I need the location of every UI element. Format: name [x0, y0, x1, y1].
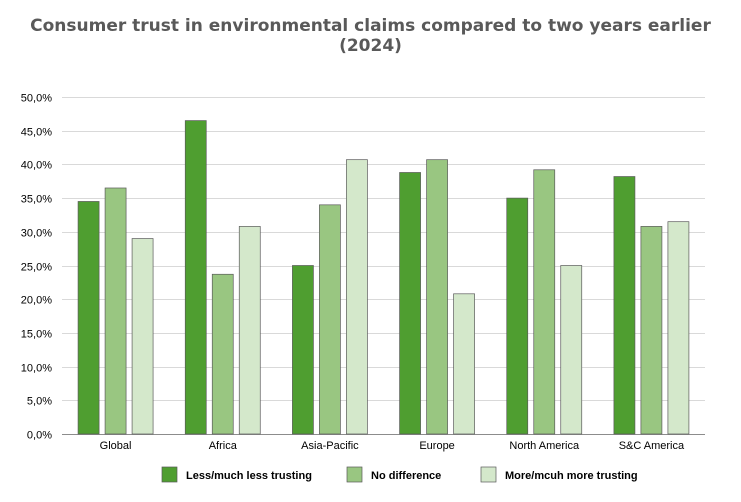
- y-tick-label: 35,0%: [21, 194, 52, 206]
- chart-title: Consumer trust in environmental claims c…: [30, 16, 711, 56]
- y-tick-label: 5,0%: [27, 396, 52, 408]
- bar: [238, 226, 261, 435]
- x-category-label: Europe: [419, 440, 454, 452]
- bar: [453, 293, 475, 435]
- x-category-label: S&C America: [619, 440, 685, 452]
- bar: [211, 273, 234, 435]
- y-tick-label: 20,0%: [21, 295, 52, 307]
- bar: [77, 201, 100, 435]
- y-tick-label: 10,0%: [21, 363, 52, 375]
- legend: Less/much less trusting No difference More…: [161, 466, 638, 483]
- x-category-label: North America: [509, 440, 580, 452]
- x-axis-categories: Global Africa Asia-Pacific Europe North Amer…: [100, 440, 685, 452]
- x-category-label: Global: [100, 440, 132, 452]
- y-tick-label: 45,0%: [21, 127, 52, 139]
- bar: [640, 226, 663, 435]
- legend-label: Less/much less trusting: [186, 470, 312, 482]
- x-category-label: Africa: [209, 440, 238, 452]
- y-tick-label: 15,0%: [21, 329, 52, 341]
- bar: [346, 159, 368, 435]
- bar: [533, 169, 556, 435]
- y-tick-label: 0,0%: [27, 430, 52, 442]
- y-tick-label: 50,0%: [21, 93, 52, 105]
- bar: [426, 159, 448, 435]
- bar: [319, 204, 341, 435]
- bar: [667, 221, 690, 435]
- legend-label: More/mcuh more trusting: [505, 470, 638, 482]
- legend-swatch: [480, 466, 497, 483]
- bar: [506, 197, 529, 435]
- bars-layer: [77, 120, 690, 435]
- y-tick-label: 30,0%: [21, 228, 52, 240]
- legend-label: No difference: [371, 470, 441, 482]
- bar: [131, 238, 154, 435]
- bar: [560, 265, 583, 435]
- legend-swatch: [161, 466, 178, 483]
- grid-layer: [62, 97, 705, 435]
- legend-swatch: [346, 466, 363, 483]
- y-tick-label: 40,0%: [21, 160, 52, 172]
- bar: [613, 176, 636, 435]
- bar: [292, 265, 314, 435]
- x-category-label: Asia-Pacific: [301, 440, 359, 452]
- bar: [184, 120, 207, 435]
- y-tick-label: 25,0%: [21, 262, 52, 274]
- y-axis-ticks: 0,0% 5,0% 10,0% 15,0% 20,0% 25,0% 30,0% 35,0% 40…: [21, 93, 52, 442]
- bar: [104, 187, 127, 435]
- bar: [399, 172, 421, 435]
